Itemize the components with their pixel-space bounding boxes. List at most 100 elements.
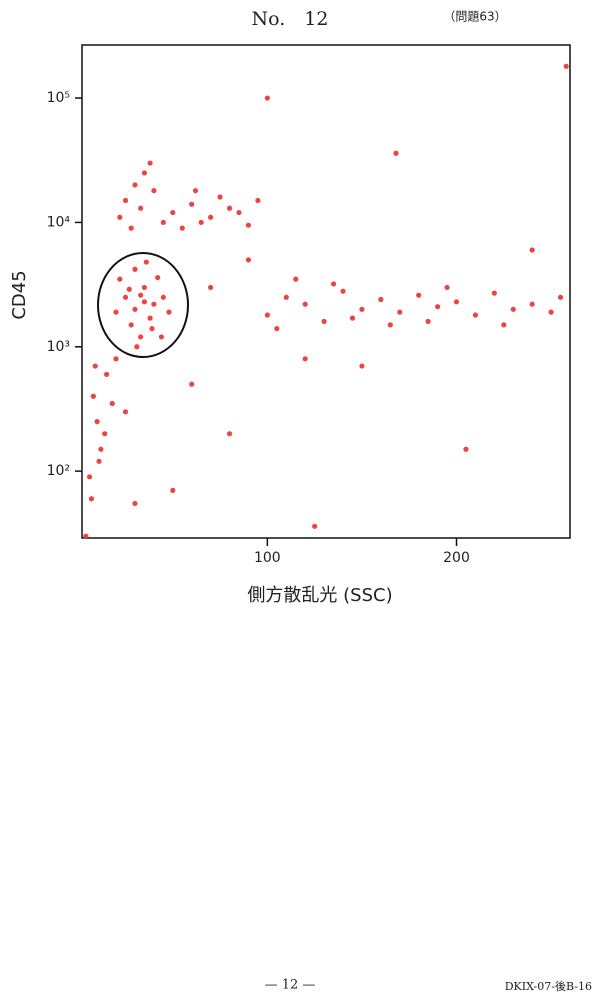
point	[378, 296, 384, 303]
point	[141, 170, 148, 176]
plot-frame	[81, 44, 571, 539]
point	[274, 326, 280, 332]
point	[102, 431, 108, 437]
point	[170, 487, 176, 494]
point	[416, 292, 422, 298]
y-tick-label: 10⁴	[47, 214, 71, 230]
point	[151, 188, 157, 194]
point	[189, 201, 195, 207]
x-tick-label: 100	[254, 550, 281, 566]
page-footer: — 12 —	[265, 978, 316, 993]
x-tick-label: 200	[443, 550, 470, 566]
points	[83, 63, 569, 539]
point	[548, 309, 554, 315]
point	[293, 276, 299, 282]
point	[264, 312, 270, 318]
point	[88, 496, 95, 502]
point	[158, 334, 165, 340]
point	[141, 299, 148, 305]
point	[198, 219, 204, 226]
point	[217, 194, 223, 200]
point	[138, 334, 144, 340]
point	[192, 188, 199, 194]
question-number: （問題63）	[443, 10, 506, 24]
point	[189, 381, 195, 387]
point	[117, 214, 123, 220]
point	[147, 315, 153, 321]
point	[245, 222, 252, 228]
point	[208, 284, 214, 291]
point	[340, 288, 346, 294]
point	[132, 500, 138, 507]
point	[160, 294, 166, 300]
point	[141, 284, 148, 291]
point	[147, 160, 153, 166]
point	[472, 312, 479, 318]
point	[170, 209, 176, 216]
page-number-heading: No. 12	[252, 8, 329, 30]
point	[138, 292, 144, 298]
point	[302, 301, 308, 307]
y-tick-label: 10⁵	[47, 90, 70, 106]
point	[226, 431, 233, 437]
point	[397, 309, 403, 315]
point	[126, 286, 132, 292]
point	[312, 523, 318, 529]
point	[491, 290, 497, 296]
point	[425, 318, 431, 324]
point	[501, 322, 507, 328]
point	[529, 301, 535, 307]
point	[117, 276, 123, 282]
point	[128, 322, 134, 328]
point	[453, 299, 460, 305]
y-tick-label: 10³	[47, 339, 70, 355]
point	[122, 409, 129, 415]
point	[132, 182, 138, 188]
document-code: DKIX-07-後B-16	[505, 979, 592, 993]
point	[444, 284, 450, 291]
gate	[97, 252, 189, 358]
point	[208, 214, 214, 220]
point	[359, 306, 365, 312]
point	[113, 356, 119, 362]
point	[264, 95, 270, 101]
point	[387, 322, 393, 328]
y-tick-label: 10²	[47, 463, 70, 479]
point	[122, 197, 129, 204]
point	[302, 356, 308, 362]
point	[90, 393, 96, 399]
point	[393, 150, 399, 156]
point	[510, 306, 516, 312]
point	[149, 326, 155, 332]
point	[92, 363, 98, 369]
point	[330, 281, 337, 287]
point	[226, 205, 233, 211]
point	[283, 294, 289, 300]
point	[359, 363, 365, 369]
point	[94, 419, 100, 425]
point	[563, 63, 569, 69]
point	[103, 371, 110, 377]
point	[138, 205, 144, 211]
point	[255, 197, 261, 204]
x-axis-label: 側方散乱光 (SSC)	[247, 585, 392, 606]
point	[109, 400, 115, 407]
point	[96, 458, 102, 464]
point	[98, 446, 104, 452]
point	[557, 294, 564, 300]
point	[132, 306, 138, 312]
point	[349, 315, 356, 321]
point	[113, 309, 119, 315]
point	[529, 247, 535, 253]
point	[321, 318, 327, 324]
point	[155, 274, 161, 281]
point	[245, 257, 252, 263]
point	[143, 259, 149, 265]
point	[122, 294, 129, 300]
point	[160, 219, 166, 226]
point	[463, 446, 469, 452]
point	[434, 304, 441, 310]
point	[83, 533, 89, 539]
y-axis-label: CD45	[9, 270, 30, 319]
